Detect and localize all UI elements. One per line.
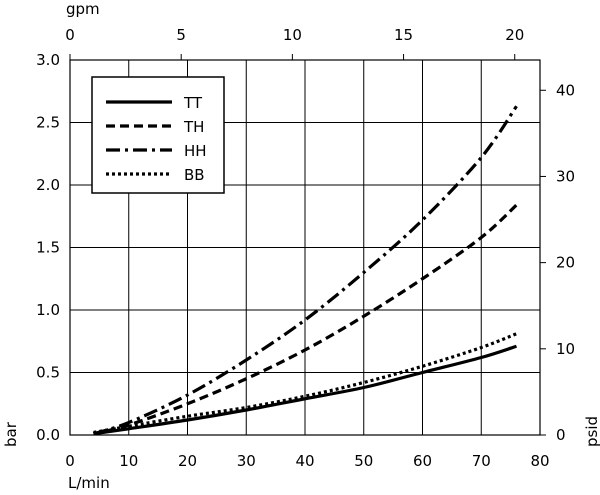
x-tick-label: 20: [178, 452, 197, 470]
right-tick-label: 0: [556, 426, 566, 444]
x-tick-label: 70: [472, 452, 491, 470]
x-tick-label: 50: [354, 452, 373, 470]
y-right-label: psid: [583, 416, 600, 447]
right-tick-label: 20: [556, 254, 575, 272]
series-line-tt: [93, 344, 517, 436]
right-axis-ticks: 0 10 20 30 40: [540, 81, 575, 444]
plot-frame: [69, 59, 541, 436]
y-tick-label: 2.5: [36, 114, 60, 132]
left-axis-ticks: 0.0 0.5 1.0 1.5 2.0 2.5 3.0: [36, 51, 60, 444]
y-tick-label: 2.0: [36, 176, 60, 194]
x-tick-label: 60: [413, 452, 432, 470]
bottom-axis-ticks: 0 10 20 30 40 50 60 70 80: [65, 452, 549, 470]
legend-label: HH: [184, 142, 207, 160]
grid-lines: [69, 59, 541, 436]
top-unit-label: gpm: [66, 0, 100, 18]
legend-label: BB: [184, 166, 205, 184]
legend: TT TH HH BB: [91, 76, 225, 194]
series-lines: [93, 105, 518, 436]
x-tick-label: 0: [65, 452, 75, 470]
y-tick-label: 3.0: [36, 51, 60, 69]
x-unit-label: L/min: [68, 474, 110, 492]
legend-label: TT: [183, 94, 203, 112]
legend-label: TH: [183, 118, 204, 136]
y-tick-label: 0.0: [36, 426, 60, 444]
x-tick-label: 30: [237, 452, 256, 470]
y-tick-label: 0.5: [36, 364, 60, 382]
x-tick-label: 10: [119, 452, 138, 470]
right-tick-label: 10: [556, 340, 575, 358]
top-tick-label: 0: [65, 26, 75, 44]
y-tick-label: 1.0: [36, 301, 60, 319]
top-tick-label: 20: [505, 26, 524, 44]
top-tick-label: 10: [283, 26, 302, 44]
y-left-label: bar: [2, 421, 20, 447]
series-line-th: [93, 203, 518, 436]
right-tick-label: 30: [556, 167, 575, 185]
right-tick-label: 40: [556, 81, 575, 99]
x-tick-label: 80: [530, 452, 549, 470]
series-line-hh: [93, 105, 518, 436]
top-tick-label: 5: [176, 26, 186, 44]
top-tick-label: 15: [394, 26, 413, 44]
x-tick-label: 40: [295, 452, 314, 470]
y-tick-label: 1.5: [36, 239, 60, 257]
top-axis-ticks: 0 5 10 15 20: [65, 26, 524, 60]
